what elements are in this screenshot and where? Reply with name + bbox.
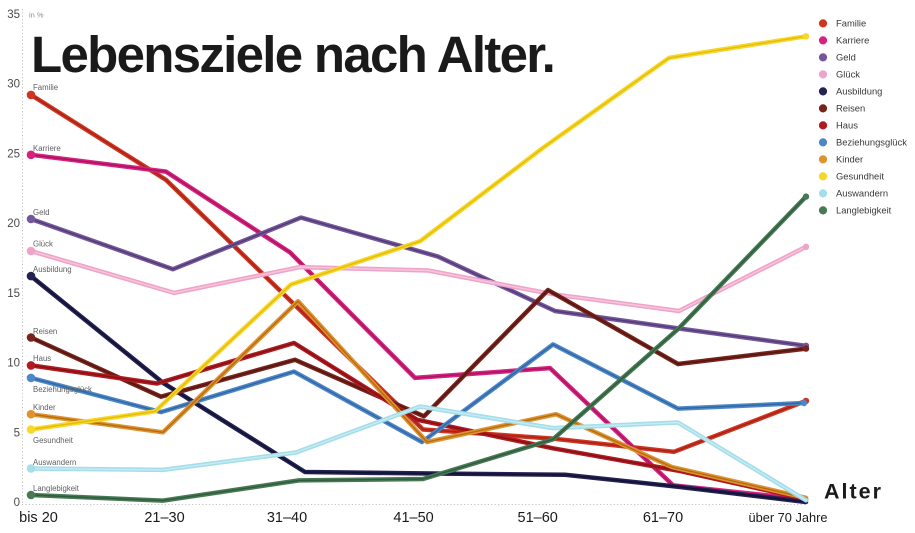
svg-text:Langlebigkeit: Langlebigkeit: [836, 205, 892, 216]
svg-text:5: 5: [14, 427, 20, 439]
svg-text:in %: in %: [29, 11, 44, 20]
svg-text:Langlebigkeit: Langlebigkeit: [33, 484, 80, 493]
svg-text:35: 35: [7, 9, 20, 21]
svg-text:10: 10: [7, 358, 20, 370]
svg-text:20: 20: [7, 218, 20, 230]
svg-text:Familie: Familie: [33, 83, 58, 92]
svg-text:30: 30: [7, 79, 20, 91]
svg-text:Auswandern: Auswandern: [836, 188, 888, 199]
svg-text:Karriere: Karriere: [33, 144, 61, 153]
svg-text:Glück: Glück: [33, 240, 53, 249]
svg-text:Kinder: Kinder: [33, 403, 56, 412]
svg-text:41–50: 41–50: [393, 510, 433, 526]
svg-text:51–60: 51–60: [518, 510, 558, 526]
svg-text:bis 20: bis 20: [19, 510, 58, 526]
svg-text:Ausbildung: Ausbildung: [836, 86, 882, 97]
svg-text:Glück: Glück: [836, 69, 860, 80]
svg-text:Haus: Haus: [836, 120, 858, 131]
svg-text:21–30: 21–30: [144, 510, 184, 526]
svg-text:25: 25: [7, 148, 20, 160]
svg-text:Ausbildung: Ausbildung: [33, 265, 72, 274]
svg-text:Beziehungsglück: Beziehungsglück: [836, 137, 907, 148]
svg-text:Lebensziele nach Alter.: Lebensziele nach Alter.: [31, 26, 554, 83]
svg-text:31–40: 31–40: [267, 510, 307, 526]
svg-text:61–70: 61–70: [643, 510, 683, 526]
svg-text:Beziehungsglück: Beziehungsglück: [33, 385, 92, 394]
svg-text:Auswandern: Auswandern: [33, 458, 76, 467]
svg-text:Kinder: Kinder: [836, 154, 863, 165]
svg-text:Familie: Familie: [836, 18, 866, 29]
svg-text:Geld: Geld: [836, 52, 856, 63]
svg-text:Geld: Geld: [33, 208, 49, 217]
svg-text:Reisen: Reisen: [836, 103, 865, 114]
svg-text:Alter: Alter: [824, 480, 883, 504]
svg-text:0: 0: [14, 497, 20, 509]
svg-text:Gesundheit: Gesundheit: [836, 171, 884, 182]
svg-text:Gesundheit: Gesundheit: [33, 436, 74, 445]
svg-text:15: 15: [7, 288, 20, 300]
svg-text:Karriere: Karriere: [836, 35, 869, 46]
svg-text:Reisen: Reisen: [33, 327, 57, 336]
svg-text:Haus: Haus: [33, 354, 51, 363]
svg-text:über 70 Jahre: über 70 Jahre: [749, 510, 828, 525]
